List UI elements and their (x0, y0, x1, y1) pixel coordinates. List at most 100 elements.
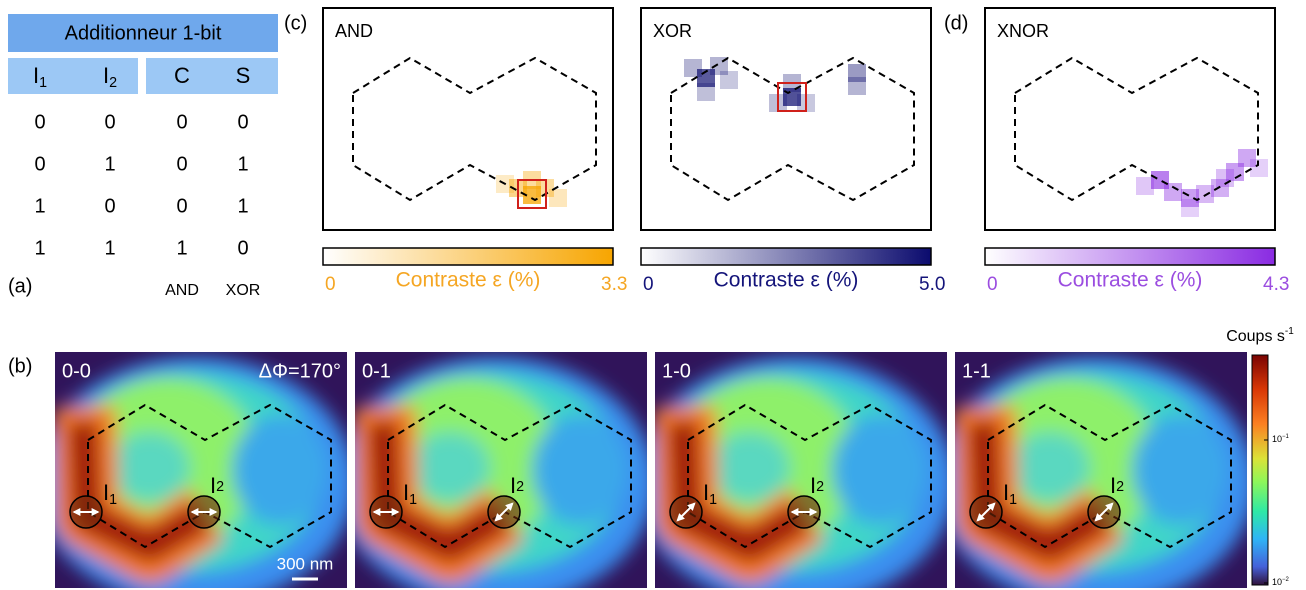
table-cell: 0 (34, 111, 45, 133)
map-panel: I1 I2 1-1 (955, 352, 1247, 588)
field-right (1132, 415, 1228, 525)
input-label: I1 (103, 480, 117, 508)
panel-label: (b) (8, 355, 32, 377)
hexagon-outline (670, 56, 915, 202)
colorbar (640, 247, 932, 266)
arm-core (368, 421, 513, 562)
scale-bar-label: 300 nm (277, 554, 334, 573)
input-label-main: I (810, 473, 816, 498)
table-cell: 1 (237, 195, 248, 217)
state-label: 1-1 (962, 360, 991, 382)
input-label-sub: 2 (216, 479, 224, 495)
tick-exp: −1 (1282, 434, 1290, 440)
header-bg-outputs (146, 58, 278, 94)
polarization-arrow (1094, 502, 1114, 522)
input-label: I2 (510, 473, 524, 498)
input-label: I1 (1003, 480, 1017, 508)
state-label: 0-1 (362, 360, 391, 382)
field-center (710, 432, 790, 502)
contrast-pixel (549, 189, 567, 207)
table-header-main: S (236, 63, 251, 88)
colorbar-max: 3.3 (601, 274, 627, 295)
table-cell: 1 (176, 237, 187, 259)
intensity-colorbar (1251, 354, 1269, 586)
table-header-main: C (174, 63, 190, 88)
table-cell: 0 (237, 237, 248, 259)
contrast-pixel (1238, 149, 1256, 167)
field-center (110, 432, 190, 502)
arm-core (968, 421, 1113, 562)
input-label: I1 (703, 480, 717, 508)
table-cell: 0 (237, 111, 248, 133)
colorbar-label: Contraste ε (%) (1058, 269, 1203, 292)
contrast-pixel (1136, 177, 1154, 195)
panel-label: (d) (944, 12, 968, 34)
polarization-arrow (494, 502, 514, 522)
colorbar-label: Contraste ε (%) (396, 269, 541, 292)
input-label-main: I (510, 473, 516, 498)
panel-frame (984, 7, 1276, 231)
hexagon-outline (352, 56, 597, 202)
input-label-main: I (1110, 473, 1116, 498)
colorbar-tick-label: 10−1 (1272, 434, 1290, 445)
table-cell: 0 (104, 195, 115, 217)
colorbar-title: Coups s-1 (1226, 326, 1294, 346)
field-right (232, 415, 328, 525)
arm-core (68, 421, 213, 562)
table-cell: 0 (176, 153, 187, 175)
colorbar (984, 247, 1276, 266)
input-label-main: I (703, 480, 709, 505)
colorbar-min: 0 (325, 274, 336, 295)
table-cell: 0 (104, 111, 115, 133)
gate-label: AND (335, 21, 373, 41)
table-header: C (174, 63, 190, 88)
colorbar-label: Contraste ε (%) (714, 269, 859, 292)
panel-frame (640, 7, 932, 231)
gate-maps: (c) (d) AND 0 Contraste ε (%) 3.3 XOR 0 Contrast… (284, 7, 1289, 295)
colorbar-tick-label: 10−2 (1272, 577, 1290, 588)
table-header-sub: 2 (109, 75, 117, 91)
table-cell: 1 (34, 237, 45, 259)
highlight-box (517, 179, 547, 209)
table-cell: 1 (237, 153, 248, 175)
hexagon-outline (87, 403, 332, 549)
table-footer: XOR (226, 282, 261, 299)
input-label-sub: 2 (1116, 479, 1124, 495)
input-label-main: I (403, 480, 409, 505)
highlight-box (777, 82, 807, 112)
gate-panel: XNOR 0 Contraste ε (%) 4.3 (984, 7, 1289, 295)
state-label: 1-0 (662, 360, 691, 382)
input-label-sub: 1 (709, 492, 717, 508)
table-cell: 1 (104, 237, 115, 259)
table-header-main: I (103, 63, 109, 88)
input-label: I1 (403, 480, 417, 508)
field-center (1010, 432, 1090, 502)
field-right (532, 415, 628, 525)
contrast-pixel (848, 77, 866, 95)
contrast-pixel (684, 59, 702, 77)
input-label-main: I (210, 473, 216, 498)
field-center (410, 432, 490, 502)
map-field (655, 357, 947, 588)
hexagon-outline (387, 403, 632, 549)
input-label-sub: 2 (516, 479, 524, 495)
gate-panel: XOR 0 Contraste ε (%) 5.0 (640, 7, 945, 295)
input-label-sub: 1 (1009, 492, 1017, 508)
colorbar-title-main: Coups s (1226, 328, 1285, 345)
phase-label: ΔΦ=170° (259, 360, 341, 382)
table-cell: 1 (34, 195, 45, 217)
table-title: Additionneur 1-bit (65, 22, 222, 44)
arm-core (668, 421, 813, 562)
map-field (355, 357, 647, 588)
table-cell: 0 (176, 195, 187, 217)
input-label-main: I (103, 480, 109, 505)
contrast-pixel (1181, 199, 1199, 217)
colorbar-title-sup: -1 (1285, 326, 1294, 337)
contrast-pixel (1164, 183, 1182, 201)
